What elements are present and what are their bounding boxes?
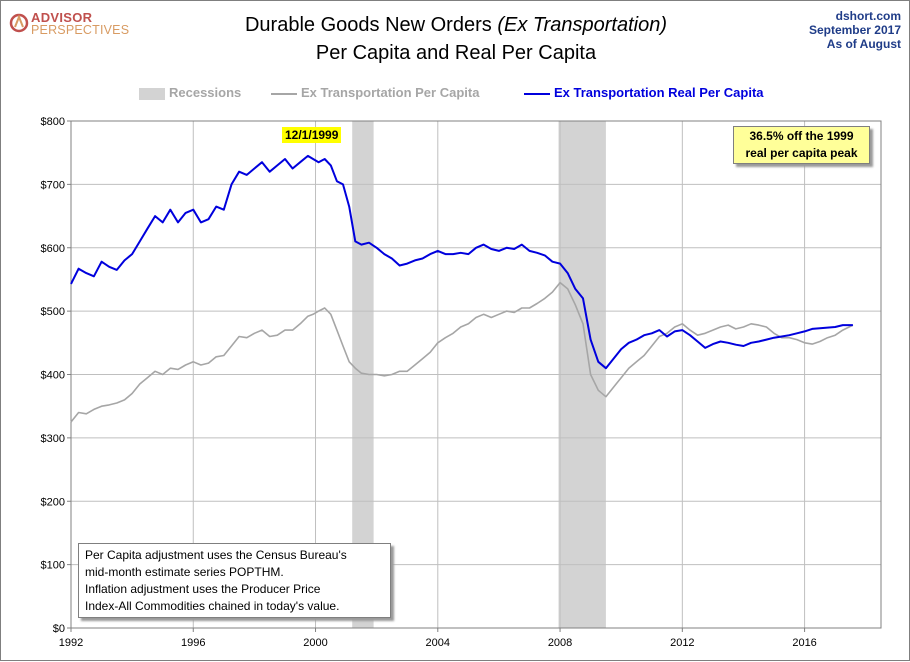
legend-label-real: Ex Transportation Real Per Capita [554,85,764,100]
date-label: September 2017 [808,23,901,37]
note-line-2: mid-month estimate series POPTHM. [85,565,284,579]
peak-annotation-line-2: real per capita peak [745,146,858,160]
peak-annotation-line-1: 36.5% off the 1999 [749,129,854,143]
chart-title: Durable Goods New Orders (Ex Transportat… [1,14,910,37]
peak-annotation-box: 36.5% off the 1999 real per capita peak [733,126,870,164]
methodology-note: Per Capita adjustment uses the Census Bu… [78,543,391,618]
as-of-label: As of August [826,37,901,51]
x-tick-label: 2000 [303,637,327,649]
chart-subtitle: Per Capita and Real Per Capita [315,42,597,64]
series-line-per-capita [70,281,854,423]
legend-swatch-real [524,93,550,95]
x-tick-label: 1996 [181,637,205,649]
logo: ADVISOR PERSPECTIVES [9,10,139,38]
y-tick-label: $0 [53,623,65,635]
logo-line-1: ADVISOR [31,10,93,25]
y-tick-label: $200 [41,496,65,508]
y-tick-label: $100 [41,560,65,572]
y-tick-label: $700 [41,179,65,191]
title-italic: (Ex Transportation) [497,14,668,36]
legend-label-nominal: Ex Transportation Per Capita [301,85,480,100]
note-line-4: Index-All Commodities chained in today's… [85,599,340,613]
y-tick-label: $600 [41,243,65,255]
title-main: Durable Goods New Orders [244,14,492,36]
x-tick-label: 2008 [548,637,572,649]
legend-swatch-nominal [271,93,297,95]
x-tick-label: 1992 [59,637,83,649]
plot-area-border [70,120,882,629]
advisor-perspectives-logo-icon [9,13,29,33]
note-line-3: Inflation adjustment uses the Producer P… [85,582,321,596]
note-line-1: Per Capita adjustment uses the Census Bu… [85,548,347,562]
y-tick-label: $300 [41,433,65,445]
peak-date-label: 12/1/1999 [282,127,342,143]
logo-line-2: PERSPECTIVES [31,23,130,37]
x-tick-label: 2012 [670,637,694,649]
legend-label-recessions: Recessions [169,85,242,100]
y-tick-label: $800 [41,116,65,128]
legend: Recessions Ex Transportation Per Capita … [1,85,910,103]
x-tick-label: 2016 [792,637,816,649]
legend-swatch-recessions [139,88,165,100]
y-tick-label: $400 [41,370,65,382]
y-tick-label: $500 [41,306,65,318]
x-tick-label: 2004 [426,637,450,649]
source-label: dshort.com [835,9,901,23]
series-line-real-per-capita [70,154,853,370]
